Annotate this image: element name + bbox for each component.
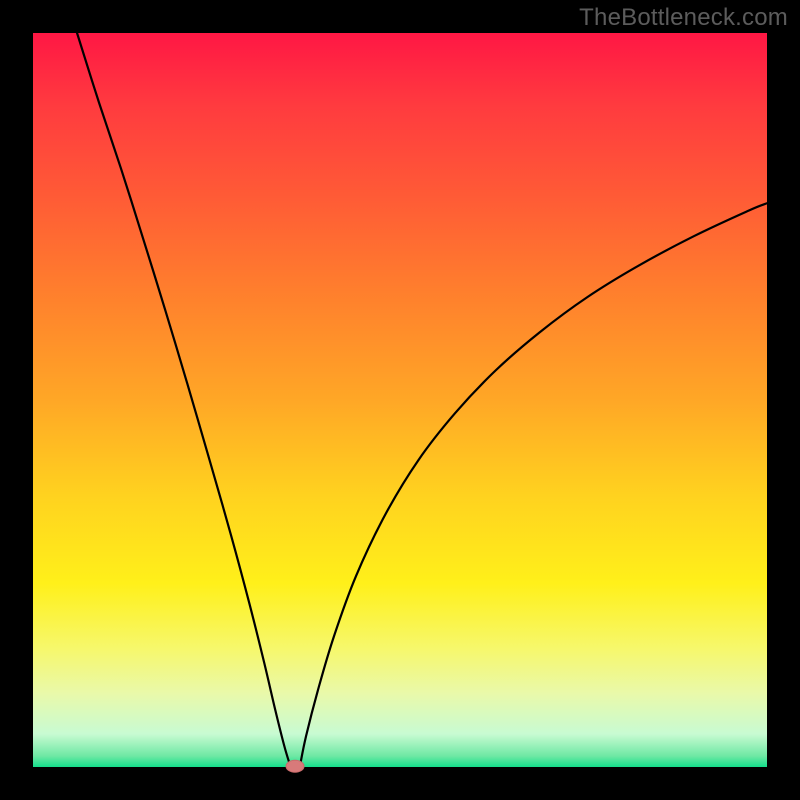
watermark-text: TheBottleneck.com	[579, 4, 788, 32]
bottleneck-chart	[0, 0, 800, 800]
plot-background	[33, 33, 767, 767]
minimum-marker	[286, 760, 304, 772]
